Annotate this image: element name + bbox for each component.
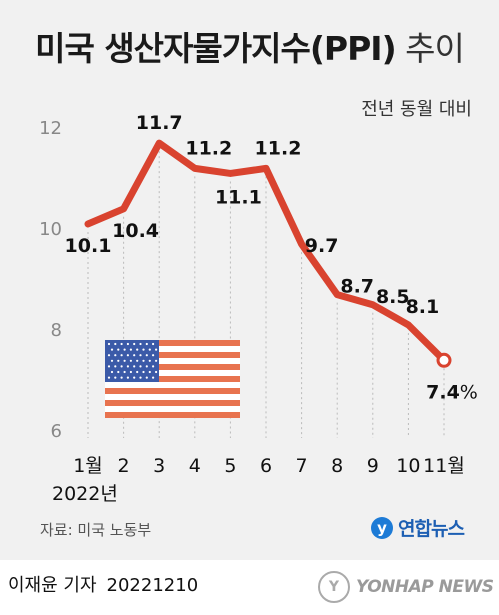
data-label: 11.7 — [136, 112, 183, 134]
byline-date: 20221210 — [106, 575, 199, 596]
data-label: 11.1 — [215, 186, 262, 208]
data-label: 11.2 — [185, 137, 232, 159]
x-tick-label: 8 — [331, 455, 343, 477]
data-label: 7.4% — [426, 381, 478, 403]
chart-title: 미국 생산자물가지수(PPI) 추이 — [0, 22, 499, 70]
data-label: 9.7 — [305, 235, 339, 257]
yonhap-watermark-text: YONHAP NEWS — [356, 577, 494, 597]
x-tick-label: 2 — [118, 455, 130, 477]
x-tick-label: 9 — [367, 455, 379, 477]
data-label: 11.2 — [255, 137, 302, 159]
data-label: 8.7 — [340, 276, 374, 298]
data-points — [436, 352, 452, 368]
series-line — [84, 139, 448, 364]
x-tick-label: 1월 — [73, 455, 103, 477]
x-tick-label: 11월 — [423, 455, 465, 477]
y-tick-label: 6 — [51, 421, 62, 442]
x-axis-ticks: 1월 2 3 4 5 6 7 8 9 10 11월 — [73, 455, 465, 477]
data-point-last — [436, 352, 452, 368]
chart-panel — [0, 0, 499, 560]
x-tick-label: 10 — [396, 455, 420, 477]
chart-title-light: 추이 — [405, 29, 465, 68]
y-tick-label: 12 — [39, 118, 62, 139]
x-tick-label: 3 — [153, 455, 165, 477]
yonhap-watermark-icon: Y — [318, 571, 350, 603]
yonhap-watermark: Y YONHAP NEWS — [318, 571, 494, 603]
chart-title-bold: 미국 생산자물가지수(PPI) — [35, 29, 397, 68]
data-label: 10.4 — [112, 220, 159, 242]
data-label: 10.1 — [65, 235, 112, 257]
x-tick-label: 5 — [224, 455, 236, 477]
x-tick-label: 7 — [296, 455, 308, 477]
yonhap-mark-icon: y — [371, 516, 393, 539]
chart-subtitle: 전년 동월 대비 — [361, 99, 472, 120]
y-tick-label: 10 — [39, 219, 62, 240]
data-label: 8.1 — [406, 296, 440, 318]
data-labels: 10.110.411.711.211.111.29.78.7 8.58.17.4% — [65, 112, 478, 403]
x-tick-label: 4 — [189, 455, 201, 477]
y-axis-ticks: 6 8 10 12 — [39, 118, 62, 442]
x-axis-year-label: 2022년 — [52, 483, 118, 505]
x-tick-label: 6 — [260, 455, 272, 477]
y-tick-label: 8 — [51, 320, 62, 341]
grid-lines — [87, 151, 445, 438]
footer-bar — [0, 560, 499, 615]
yonhap-logo: y 연합뉴스 — [371, 514, 465, 541]
byline-name: 이재윤 기자 — [8, 575, 97, 596]
data-label: 8.5 — [376, 286, 410, 308]
source-note: 자료: 미국 노동부 — [40, 521, 152, 539]
yonhap-logo-text: 연합뉴스 — [398, 518, 465, 540]
us-flag-icon — [105, 340, 240, 418]
byline: 이재윤 기자 20221210 — [8, 571, 198, 597]
